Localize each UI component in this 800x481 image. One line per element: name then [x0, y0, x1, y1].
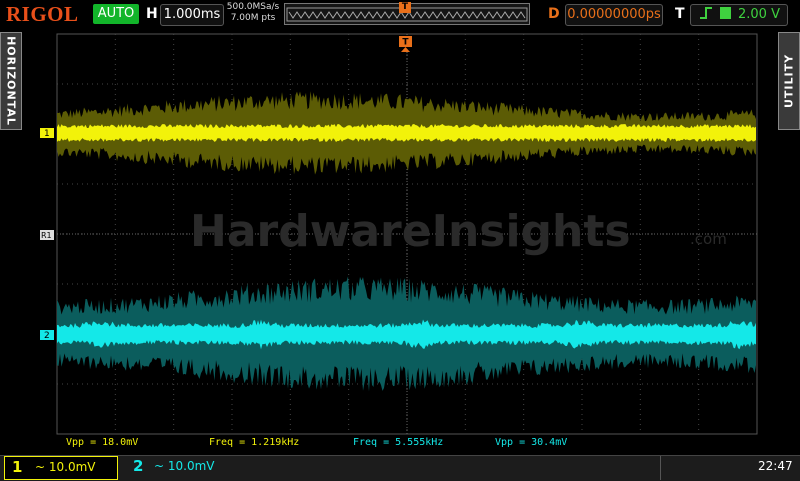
- ch1-button[interactable]: 1 ~ 10.0mV: [4, 456, 118, 480]
- status-bar: [0, 455, 800, 481]
- trigger-position-marker: T: [399, 2, 411, 13]
- clock: 22:47: [758, 459, 793, 473]
- ch2-marker: 2: [44, 331, 50, 341]
- h-label: H: [146, 6, 158, 22]
- separator: [660, 456, 661, 480]
- trigger-marker: T: [402, 38, 409, 48]
- trigger-marker-bg: [399, 36, 412, 47]
- source-icon: [720, 7, 731, 19]
- horizontal-tab[interactable]: HORIZONTAL: [0, 32, 22, 130]
- ref-marker-bg: [40, 230, 54, 240]
- measurement: Freq = 5.555kHz: [353, 437, 444, 448]
- waveform-area: HardwareInsights .com T 1 R1 2: [40, 33, 758, 435]
- ch1-number: 1: [12, 458, 23, 476]
- t-label: T: [675, 6, 685, 22]
- memory-wave: [288, 11, 526, 19]
- trigger-icons: [700, 7, 731, 19]
- trigger-level: 2.00 V: [738, 7, 780, 22]
- delay[interactable]: 0.00000000ps: [565, 4, 663, 26]
- trigger-box[interactable]: 2.00 V: [690, 4, 788, 26]
- ch1-trace: [57, 124, 756, 142]
- ch1-marker: 1: [44, 129, 50, 139]
- ch2-button[interactable]: 2 ~ 10.0mV: [124, 456, 236, 478]
- ch2-trace: [57, 319, 756, 350]
- edge-icon: [700, 7, 712, 19]
- memory-depth: 7.00M pts: [230, 13, 276, 23]
- run-mode[interactable]: AUTO: [93, 4, 139, 24]
- watermark: HardwareInsights: [190, 206, 631, 257]
- timebase[interactable]: 1.000ms: [160, 4, 224, 26]
- ch1-marker-bg: [40, 128, 54, 138]
- brand: RIGOL: [6, 2, 79, 26]
- sample-rate: 500.0MSa/s: [226, 2, 280, 12]
- memory-bar: T: [284, 2, 530, 25]
- watermark-suffix: .com: [690, 230, 727, 248]
- measurement: Vpp = 30.4mV: [495, 437, 568, 448]
- ch2-scale: ~ 10.0mV: [154, 459, 215, 473]
- measurement: Freq = 1.219kHz: [209, 437, 300, 448]
- d-label: D: [548, 6, 560, 22]
- ref-marker: R1: [41, 231, 52, 240]
- measurement: Vpp = 18.0mV: [66, 437, 139, 448]
- acquisition-info: 500.0MSa/s 7.00M pts: [226, 2, 280, 24]
- ch2-number: 2: [133, 457, 144, 475]
- trigger-arrow: [401, 47, 410, 52]
- ch2-marker-bg: [40, 330, 54, 340]
- ch1-scale: ~ 10.0mV: [35, 460, 96, 474]
